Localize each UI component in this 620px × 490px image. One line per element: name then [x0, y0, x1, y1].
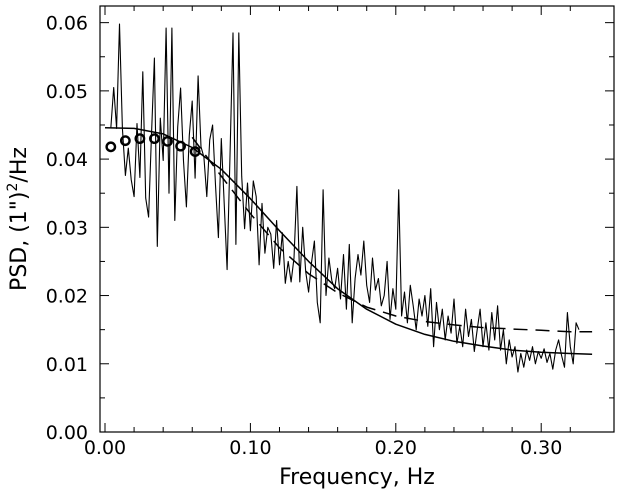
y-axis-label-superscript: 2 [5, 183, 21, 192]
circle-marker [119, 135, 131, 147]
y-tick-label: 0.01 [46, 354, 88, 376]
x-tick-label: 0.20 [375, 437, 417, 459]
x-tick-label: 0.10 [229, 437, 271, 459]
data-series [104, 23, 593, 373]
y-tick-label: 0.00 [46, 422, 88, 444]
dashed-fit-line [191, 136, 593, 333]
circle-marker [149, 133, 160, 145]
solid-fit-line [104, 126, 593, 355]
y-axis-label-tail: /Hz [7, 147, 32, 183]
y-axis-label-main: PSD, (1") [7, 191, 32, 290]
circle-marker [175, 140, 187, 152]
plot-frame [99, 5, 615, 433]
x-tick-label: 0.30 [520, 437, 562, 459]
x-axis-label: Frequency, Hz [279, 465, 435, 490]
y-tick-label: 0.05 [46, 81, 88, 103]
psd-noisy-line [110, 23, 580, 373]
axis-tick-labels: 0.00 0.10 0.20 0.30 0.00 0.01 0.02 0.03 0.04 0.05… [46, 13, 563, 459]
circle-marker [105, 141, 117, 153]
y-axis-label: PSD, (1")2/Hz [5, 147, 32, 291]
x-tick-label: 0.00 [84, 437, 126, 459]
y-tick-label: 0.04 [46, 149, 88, 171]
circle-marker [134, 133, 146, 145]
y-tick-label: 0.02 [46, 286, 88, 308]
circle-marker [189, 146, 201, 157]
axis-ticks [100, 6, 614, 433]
circle-marker [162, 135, 173, 147]
y-tick-label: 0.03 [46, 217, 88, 239]
y-tick-label: 0.06 [46, 13, 88, 35]
